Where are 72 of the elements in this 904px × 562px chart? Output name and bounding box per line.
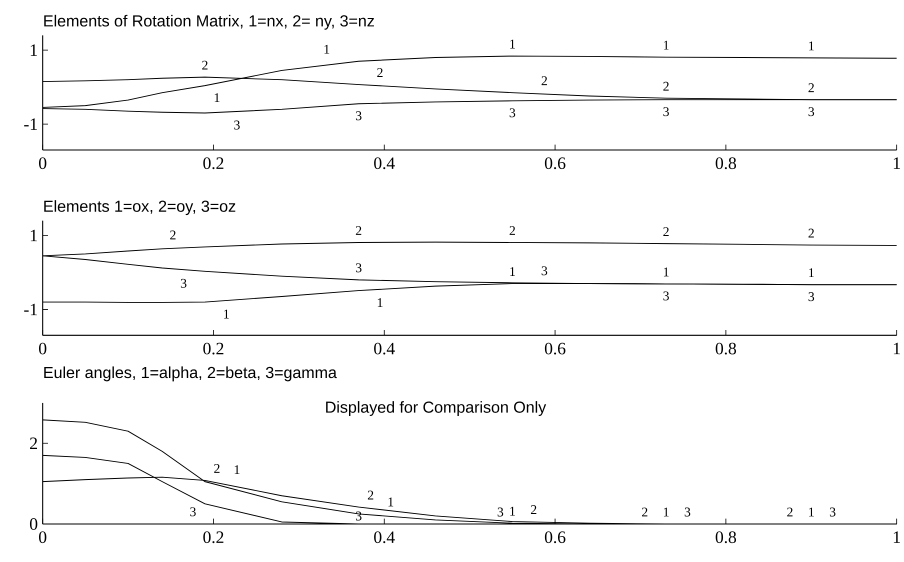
y-tick-label: 2 [30, 438, 38, 450]
text: 2 [663, 227, 669, 236]
chart-title: Elements 1=ox, 2=oy, 3=oz [44, 200, 236, 216]
text: 3 [684, 508, 690, 516]
series-label: 2 [663, 82, 669, 91]
text: 3 [498, 508, 504, 516]
text: 2 [510, 226, 515, 235]
text: 1 [510, 267, 515, 276]
series-label: 1 [510, 506, 515, 516]
x-tick-label: 0.8 [716, 342, 736, 354]
x-tick-label: 0.4 [374, 157, 395, 170]
text: 1 [224, 310, 229, 318]
text: 3 [808, 292, 814, 302]
x-tick-label: 0 [39, 531, 46, 544]
text: 3 [830, 508, 836, 516]
chart-subtitle: Displayed for Comparison Only [326, 401, 546, 416]
series-label: 1 [664, 268, 669, 276]
series-label: 2 [808, 228, 814, 238]
text: 2 [808, 83, 814, 92]
x-tick-label: 0.8 [716, 157, 736, 170]
text: 3 [808, 107, 814, 116]
text: 2 [202, 60, 208, 70]
text: 1 [324, 44, 330, 54]
x-tick-label: 0.6 [544, 342, 566, 354]
x-tick-label: 1 [894, 342, 900, 354]
series-label: 3 [356, 263, 362, 272]
text: 3 [663, 291, 669, 300]
text: 1 [214, 93, 220, 102]
text: 1 [809, 508, 814, 516]
x-tick-label: 0.2 [203, 531, 224, 544]
text: 2 [542, 76, 547, 86]
x-tick-label: 0.8 [716, 531, 736, 544]
x-tick-label: 0.6 [544, 531, 566, 544]
x-tick-label: 0.2 [203, 157, 224, 170]
x-tick-label: 0 [39, 342, 46, 354]
x-tick-label: 0.6 [544, 157, 566, 170]
series-label: 1 [664, 40, 669, 50]
x-tick-label: 1 [894, 531, 900, 543]
text: 3 [180, 278, 186, 288]
y-tick-label: 1 [30, 230, 37, 242]
text: 3 [542, 266, 548, 276]
text: 2 [214, 464, 220, 473]
text: 3 [663, 107, 669, 116]
y-tick-label: 1 [30, 44, 37, 56]
text: 1 [510, 40, 515, 48]
series-label: 3 [356, 111, 362, 120]
x-tick-label: 0.2 [203, 342, 224, 354]
text: 2 [530, 505, 536, 514]
text: 2 [170, 230, 176, 240]
text: 1 [809, 268, 814, 278]
x-tick-label: 0 [39, 157, 46, 170]
text: 3 [190, 507, 196, 516]
text: 2 [787, 508, 793, 516]
y-tick-label: -1 [24, 304, 37, 316]
chart-title: Elements of Rotation Matrix, 1=nx, 2= ny, 3=nz [44, 14, 374, 30]
y-tick-label: 0 [30, 518, 38, 530]
text: 1 [664, 508, 669, 516]
y-tick-label: -1 [24, 118, 37, 130]
text: 3 [510, 108, 516, 118]
text: 2 [368, 490, 374, 500]
x-tick-label: 0.4 [374, 531, 395, 544]
x-tick-label: 0.4 [374, 342, 395, 354]
text: 1 [388, 498, 394, 506]
series-label: 2 [642, 508, 648, 516]
text: 3 [234, 120, 240, 130]
text: 1 [378, 298, 383, 307]
text: 1 [809, 41, 814, 50]
text: 2 [377, 68, 383, 77]
x-tick-label: 1 [894, 157, 900, 169]
chart-title: Euler angles, 1=alpha, 2=beta, 3=gamma [44, 366, 337, 382]
text: 2 [356, 226, 362, 235]
text: 1 [234, 465, 240, 474]
